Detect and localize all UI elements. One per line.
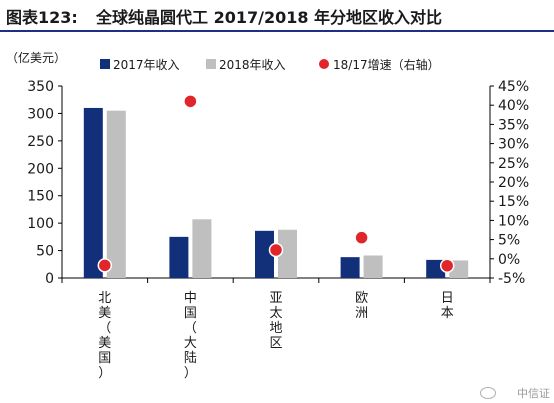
x-tick-label-char: 美 [98,336,111,351]
x-tick-label: 中国（大陆） [184,291,197,381]
y-left-tick-label: 300 [27,106,54,122]
growth-point [97,258,113,273]
bar-2018 [363,255,383,278]
x-tick-label-char: 本 [441,306,454,321]
legend-label-2018: 2018年收入 [219,58,286,72]
x-tick-label-char: 大 [184,336,197,351]
x-tick-label-char: 美 [98,306,111,321]
x-tick-label-char: 日 [441,291,454,306]
y-left-tick-label: 150 [27,189,54,205]
growth-point [183,94,198,109]
y-right-tick-label: 45% [498,79,529,95]
x-tick-label-char: 中 [184,291,197,306]
y-left-tick-label: 0 [45,271,54,287]
x-tick-label: 亚太地区 [269,291,282,351]
legend-swatch-growth [319,59,329,69]
legend-label-growth: 18/17增速（右轴） [333,57,440,72]
x-tick-label-char: 欧 [355,291,368,306]
x-tick-label-char: 国 [98,351,111,366]
x-tick-label-char: 洲 [355,306,368,321]
bar-2018 [192,219,212,278]
x-tick-label-char: （ [184,321,197,336]
y-left-tick-label: 200 [27,161,54,177]
bar-2017 [169,236,189,278]
x-tick-label-char: 亚 [269,291,282,306]
y-right-tick-label: 0% [498,252,520,268]
legend-swatch-2017 [100,59,110,69]
y-right-tick-label: 30% [498,137,529,153]
x-tick-label: 日本 [441,291,454,321]
y-right-tick-label: 35% [498,117,529,133]
bar-2017 [83,107,103,278]
x-tick-label-char: （ [98,321,111,336]
x-tick-label-char: 陆 [184,350,197,366]
growth-point [439,258,455,273]
figure-title-bar: 图表123: 全球纯晶圆代工 2017/2018 年分地区收入对比 [0,0,554,32]
y-left-tick-label: 350 [27,79,54,95]
x-tick-label-char: 地 [269,321,282,336]
y-right-tick-label: 15% [498,194,529,210]
y-left-tick-label: 250 [27,134,54,150]
y-right-tick-label: 40% [498,98,529,114]
watermark-icon [480,387,496,399]
x-tick-label-char: 区 [269,336,282,351]
legend-label-2017: 2017年收入 [113,58,180,72]
bar-2018 [106,110,126,278]
y-left-tick-label: 50 [36,244,54,260]
watermark-text: 中信证 [517,387,550,400]
y-left-tick-label: 100 [27,216,54,232]
figure-title: 全球纯晶圆代工 2017/2018 年分地区收入对比 [96,8,443,27]
x-tick-label-char: 北 [98,291,111,306]
x-tick-label-char: ） [98,366,111,381]
y-right-tick-label: 10% [498,213,529,229]
bar-2017 [340,257,360,278]
x-tick-label-char: ） [184,366,197,381]
x-tick-label: 北美（美国） [98,291,111,381]
y-right-tick-label: 25% [498,156,529,172]
x-tick-label: 欧洲 [355,291,368,321]
bar-2018 [278,229,297,278]
growth-point [354,230,369,245]
x-tick-label-char: 太 [269,306,282,321]
y-left-unit-label: （亿美元） [6,50,66,65]
x-tick-label-char: 国 [184,306,197,321]
y-right-tick-label: -5% [498,271,525,287]
figure-label: 图表123: [6,8,78,27]
legend-swatch-2018 [206,59,216,69]
bar-2017 [255,230,274,278]
growth-point [268,242,284,258]
y-right-tick-label: 5% [498,233,520,249]
y-right-tick-label: 20% [498,175,529,191]
